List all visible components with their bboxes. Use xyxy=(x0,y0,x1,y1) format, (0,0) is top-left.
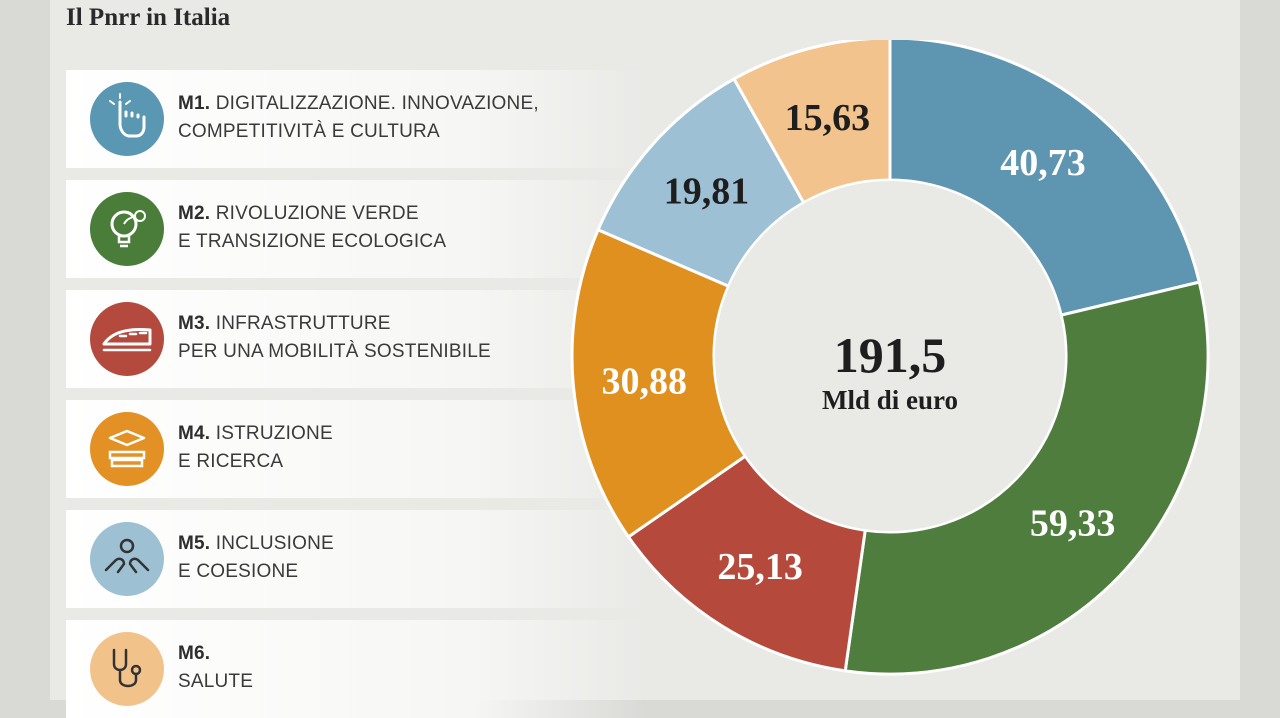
page-title: Il Pnrr in Italia xyxy=(66,4,231,31)
legend-item-m5: M5. INCLUSIONE E COESIONE xyxy=(66,510,646,608)
legend-label: M2. RIVOLUZIONE VERDE E TRANSIZIONE ECOLO… xyxy=(178,203,447,252)
legend-item-m3: M3. INFRASTRUTTURE PER UNA MOBILITÀ SOSTE… xyxy=(66,290,646,388)
donut-segment-m1 xyxy=(888,40,1202,317)
stethoscope-icon xyxy=(90,632,164,706)
legend-item-m1: M1. DIGITALIZZAZIONE. INNOVAZIONE, COMPET… xyxy=(66,70,646,168)
eco-lightbulb-icon xyxy=(90,192,164,266)
donut-labels: 40,73 59,33 25,13 30,88 19,81 15,63 xyxy=(601,97,1115,588)
helping-hands-icon xyxy=(90,522,164,596)
legend-label: M6. SALUTE xyxy=(178,643,254,692)
legend-item-m2: M2. RIVOLUZIONE VERDE E TRANSIZIONE ECOLO… xyxy=(66,180,646,278)
legend-label: M5. INCLUSIONE E COESIONE xyxy=(178,533,334,582)
total-unit: Mld di euro xyxy=(822,385,958,415)
donut-segment-m2 xyxy=(843,280,1210,676)
value-label-m3: 25,13 xyxy=(717,546,803,588)
donut-segment-m6 xyxy=(731,40,892,205)
pointing-hand-icon xyxy=(90,82,164,156)
value-label-m6: 15,63 xyxy=(785,97,871,139)
legend-label: M3. INFRASTRUTTURE PER UNA MOBILITÀ SOSTE… xyxy=(178,313,491,362)
value-label-m5: 19,81 xyxy=(664,171,750,213)
legend-label: M4. ISTRUZIONE E RICERCA xyxy=(178,423,333,472)
donut-segment-m4 xyxy=(570,227,748,539)
train-icon xyxy=(90,302,164,376)
value-label-m2: 59,33 xyxy=(1030,502,1116,544)
donut-segments xyxy=(570,40,1210,676)
legend-label: M1. DIGITALIZZAZIONE. INNOVAZIONE, COMPET… xyxy=(178,93,539,142)
value-label-m1: 40,73 xyxy=(1000,142,1086,184)
donut-chart: 40,73 59,33 25,13 30,88 19,81 15,63 191,5 Mld… xyxy=(570,40,1210,676)
value-label-m4: 30,88 xyxy=(601,360,687,402)
legend-item-m4: M4. ISTRUZIONE E RICERCA xyxy=(66,400,646,498)
legend-item-m6: M6. SALUTE xyxy=(66,620,646,718)
donut-hole xyxy=(715,181,1065,531)
graduation-books-icon xyxy=(90,412,164,486)
total-value: 191,5 xyxy=(834,327,947,383)
